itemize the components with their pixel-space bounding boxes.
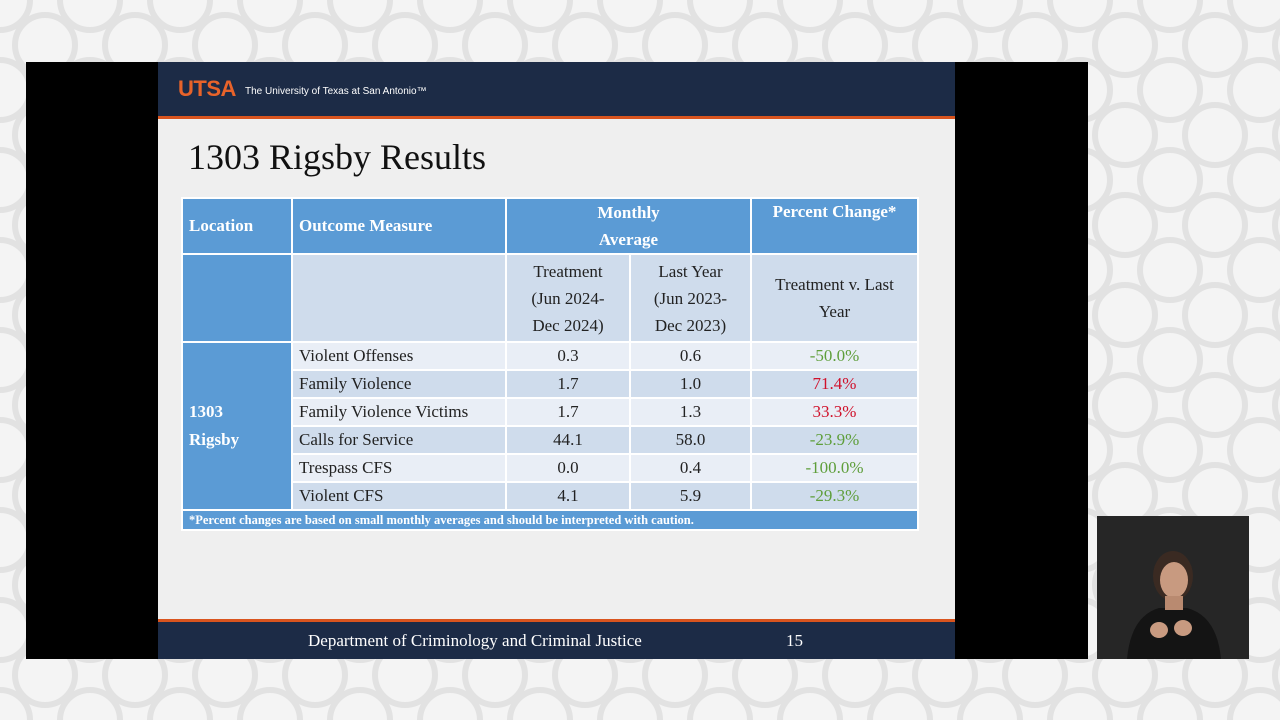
university-name: The University of Texas at San Antonio™ [245,86,427,97]
slide-header-bar: UTSA The University of Texas at San Anto… [158,62,955,119]
results-table: Location Outcome Measure Monthly Average… [181,197,919,531]
footer-page-number: 15 [786,631,803,650]
measure-cell: Family Violence [291,369,507,399]
slide-title: 1303 Rigsby Results [188,137,487,177]
table-row: Trespass CFS 0.0 0.4 -100.0% [182,453,919,483]
measure-cell: Family Violence Victims [291,397,507,427]
subheader-comparison-label: Treatment v. Last Year [775,275,894,321]
location-cell: 1303 Rigsby [181,341,293,511]
table-row: 1303 Rigsby Violent Offenses 0.3 0.6 -50… [181,341,919,511]
treatment-value: 1.7 [505,369,631,399]
percent-change-value: 71.4% [750,369,919,399]
last-year-value: 5.9 [629,481,752,511]
measure-cell: Calls for Service [291,425,507,455]
treatment-value: 4.1 [505,481,631,511]
location-label: 1303 Rigsby [189,402,240,449]
header-monthly-average-label: Monthly Average [597,203,660,249]
percent-change-value: -29.3% [750,481,919,511]
subheader-comparison: Treatment v. Last Year [750,253,919,343]
header-location: Location [181,197,293,255]
subheader-blank-measure [291,253,507,343]
subheader-last-year-label: Last Year (Jun 2023- Dec 2023) [653,261,728,335]
treatment-value: 1.7 [505,397,631,427]
table-footnote: *Percent changes are based on small mont… [181,509,919,531]
interpreter-video [1097,516,1249,659]
table-row: Family Violence 1.7 1.0 71.4% [182,369,919,399]
treatment-value: 0.0 [505,453,631,483]
table-row: Violent CFS 4.1 5.9 -29.3% [182,481,919,511]
last-year-value: 0.4 [629,453,752,483]
last-year-value: 1.0 [629,369,752,399]
subheader-blank-location [181,253,293,343]
subheader-treatment-label: Treatment (Jun 2024- Dec 2024) [531,261,605,335]
footer-department: Department of Criminology and Criminal J… [308,631,642,650]
subheader-treatment: Treatment (Jun 2024- Dec 2024) [505,253,631,343]
interpreter-figure-icon [1097,516,1249,659]
percent-change-value: -100.0% [750,453,919,483]
utsa-logo: UTSA [178,76,236,101]
percent-change-value: -50.0% [750,341,919,371]
treatment-value: 44.1 [505,425,631,455]
measure-cell: Trespass CFS [291,453,507,483]
slide-footer-bar: Department of Criminology and Criminal J… [158,619,955,659]
last-year-value: 58.0 [629,425,752,455]
last-year-value: 1.3 [629,397,752,427]
percent-change-value: 33.3% [750,397,919,427]
last-year-value: 0.6 [629,341,752,371]
header-monthly-average: Monthly Average [505,197,752,255]
table-row: Calls for Service 44.1 58.0 -23.9% [182,425,919,455]
table-row: Family Violence Victims 1.7 1.3 33.3% [182,397,919,427]
header-percent-change: Percent Change* [750,197,919,255]
presentation-slide: UTSA The University of Texas at San Anto… [158,62,955,659]
measure-cell: Violent CFS [291,481,507,511]
treatment-value: 0.3 [505,341,631,371]
header-outcome-measure: Outcome Measure [291,197,507,255]
subheader-last-year: Last Year (Jun 2023- Dec 2023) [629,253,752,343]
percent-change-value: -23.9% [750,425,919,455]
measure-cell: Violent Offenses [291,341,507,371]
